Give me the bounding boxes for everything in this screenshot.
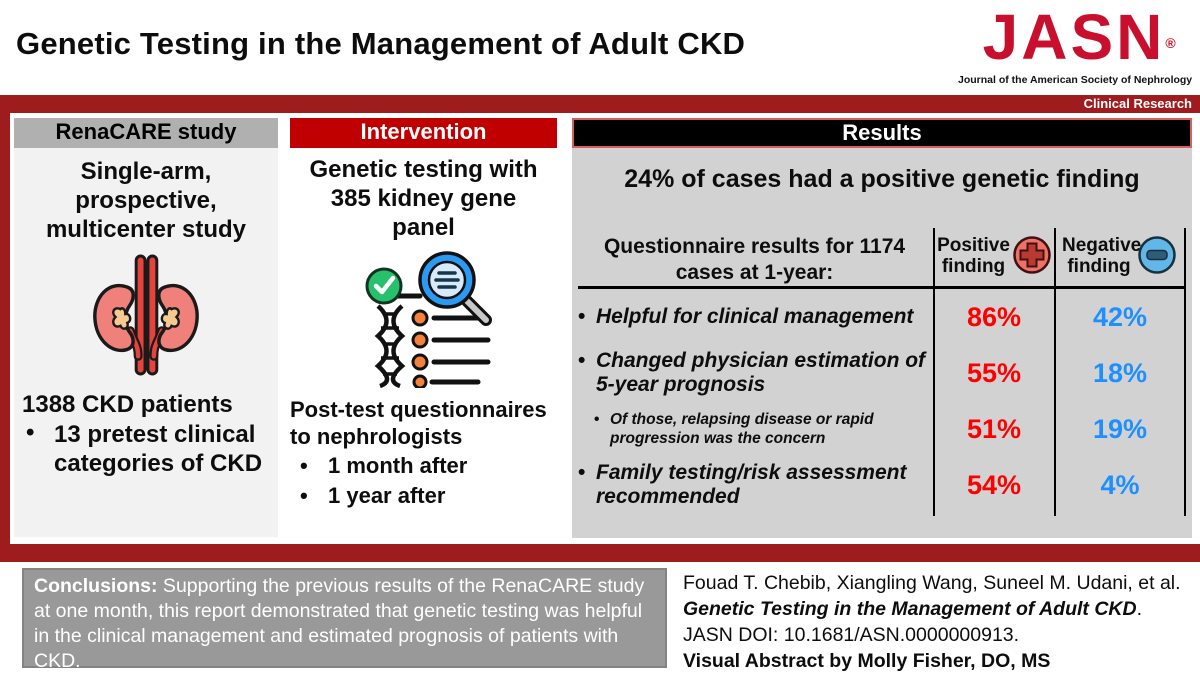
positive-finding-header: Positive finding [935, 228, 1053, 286]
conclusions-label: Conclusions: [34, 575, 158, 597]
jasn-logo-subtitle: Journal of the American Society of Nephr… [958, 74, 1193, 86]
conclusions-box: Conclusions: Supporting the previous res… [22, 568, 667, 672]
intervention-description: Genetic testing with 385 kidney gene pan… [309, 156, 538, 241]
jasn-logo: JASN ® Journal of the American Society of… [958, 2, 1193, 86]
study-column-header: RenaCARE study [14, 118, 278, 148]
clinical-research-badge: Clinical Research [1083, 96, 1192, 111]
bullet-icon: • [594, 410, 600, 428]
study-bullet-item: • 13 pretest clinical categories of CKD [26, 419, 263, 478]
intervention-bullet-item: • 1 month after [290, 451, 557, 481]
table-row: • Helpful for clinical management 86% 42% [572, 290, 1192, 344]
citation-title: Genetic Testing in the Management of Adu… [683, 597, 1142, 620]
negative-finding-icon [1137, 235, 1177, 280]
positive-value: 51% [966, 413, 1022, 444]
results-table-rows: • Helpful for clinical management 86% 42%… [572, 290, 1192, 514]
positive-finding-icon [1012, 235, 1052, 280]
negative-value: 4% [1100, 469, 1140, 500]
top-red-bar [0, 95, 1200, 113]
checklist [411, 309, 490, 390]
positive-value: 86% [966, 301, 1022, 332]
study-column: Single-arm, prospective, multicenter stu… [14, 148, 278, 537]
genetic-testing-icon [290, 246, 557, 393]
jasn-logo-text: JASN ® [958, 2, 1190, 72]
citation-authors: Fouad T. Chebib, Xiangling Wang, Suneel … [683, 572, 1181, 594]
conclusions-text: Supporting the previous results of the R… [34, 575, 645, 672]
bullet-icon: • [300, 453, 308, 479]
table-row: • Changed physician estimation of 5-year … [572, 344, 1192, 402]
results-headline: 24% of cases had a positive genetic find… [624, 165, 1140, 193]
bottom-red-bar [0, 544, 1200, 562]
negative-value: 18% [1092, 357, 1148, 388]
bullet-icon: • [300, 482, 308, 508]
left-red-bar [0, 95, 10, 562]
table-divider [1184, 228, 1186, 516]
table-divider [1054, 228, 1056, 516]
bullet-icon: • [26, 419, 35, 447]
intervention-bullet-item: • 1 year after [290, 481, 557, 511]
bullet-icon: • [578, 304, 586, 328]
results-panel: 24% of cases had a positive genetic find… [572, 148, 1192, 538]
table-row: • Of those, relapsing disease or rapid pr… [572, 402, 1192, 456]
citation-block: Fouad T. Chebib, Xiangling Wang, Suneel … [683, 571, 1193, 675]
table-header-rule [578, 286, 1186, 289]
table-row: • Family testing/risk assessment recommen… [572, 456, 1192, 514]
negative-value: 42% [1092, 301, 1148, 332]
study-design-text: Single-arm, prospective, multicenter stu… [45, 158, 247, 243]
table-question-header: Questionnaire results for 1174 cases at … [603, 235, 906, 285]
bullet-icon: • [578, 460, 586, 484]
negative-finding-header: Negative finding [1056, 228, 1183, 286]
results-column-header: Results [572, 118, 1192, 148]
kidney-icon [14, 252, 278, 385]
intervention-followup-text: Post-test questionnaires to nephrologist… [290, 397, 547, 450]
intervention-column: Genetic testing with 385 kidney gene pan… [290, 148, 557, 537]
intervention-column-header: Intervention [290, 118, 557, 148]
page-title: Genetic Testing in the Management of Adu… [16, 26, 746, 61]
study-patients-text: 1388 CKD patients [22, 391, 233, 419]
positive-value: 54% [966, 469, 1022, 500]
table-divider [933, 228, 935, 516]
citation-credit: Visual Abstract by Molly Fisher, DO, MS [683, 649, 1051, 672]
citation-doi: JASN DOI: 10.1681/ASN.0000000913. [683, 623, 1020, 646]
bullet-icon: • [578, 348, 586, 372]
positive-value: 55% [966, 357, 1022, 388]
negative-value: 19% [1092, 413, 1148, 444]
registered-mark-icon: ® [1165, 35, 1176, 51]
